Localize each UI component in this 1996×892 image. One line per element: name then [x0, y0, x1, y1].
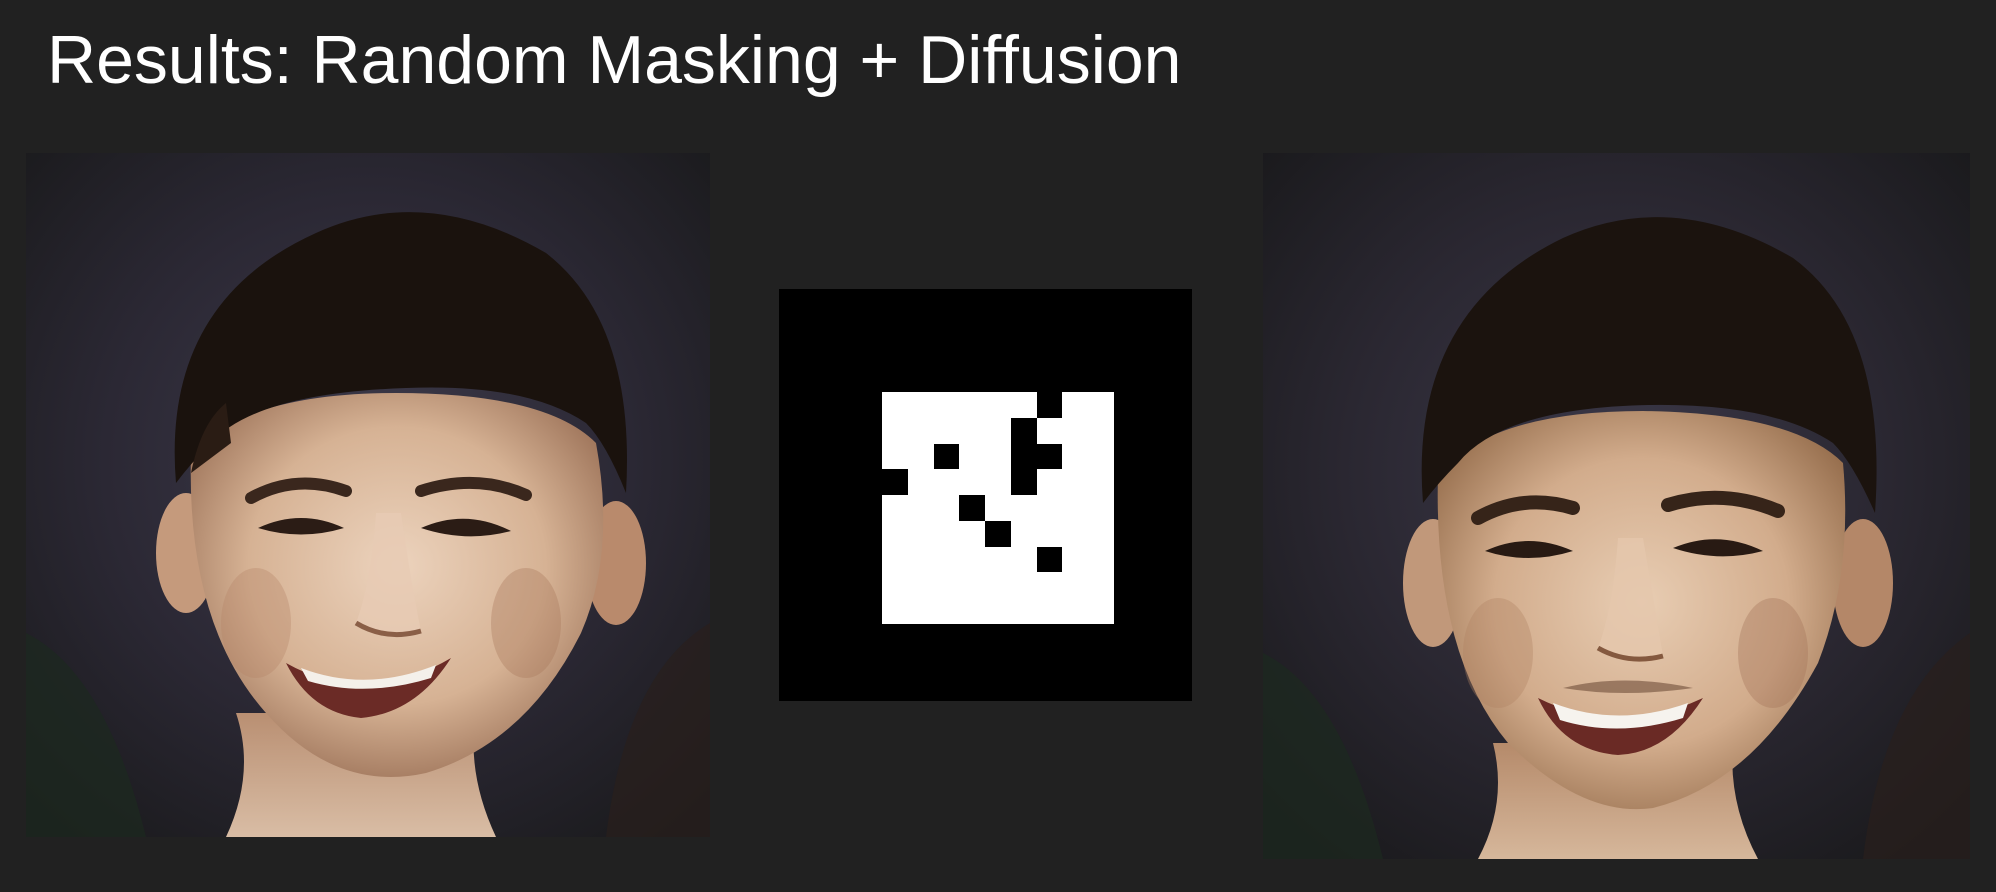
visible-patch	[933, 520, 960, 548]
visible-patch	[933, 598, 960, 625]
visible-patch	[1088, 417, 1115, 445]
visible-patch	[985, 546, 1012, 573]
visible-patch	[959, 572, 986, 599]
visible-patch	[882, 598, 909, 625]
visible-patch	[985, 469, 1012, 496]
visible-patch	[907, 520, 935, 548]
visible-patch	[985, 598, 1012, 625]
masked-patch	[882, 469, 909, 496]
visible-patch	[985, 495, 1012, 522]
visible-patch	[1036, 469, 1063, 496]
visible-patch	[1088, 546, 1115, 573]
visible-patch	[1010, 495, 1038, 522]
visible-patch	[933, 417, 960, 445]
visible-patch	[985, 572, 1012, 599]
visible-patch	[933, 546, 960, 573]
reconstructed-face-image	[1263, 153, 1970, 859]
visible-patch	[959, 392, 986, 419]
visible-patch	[1088, 443, 1115, 470]
visible-patch	[959, 598, 986, 625]
visible-patch	[933, 392, 960, 419]
visible-patch	[882, 572, 909, 599]
visible-patch	[882, 392, 909, 419]
visible-patch	[907, 443, 935, 470]
visible-patch	[1036, 572, 1063, 599]
visible-patch	[1062, 392, 1089, 419]
visible-patch	[933, 495, 960, 522]
visible-patch	[959, 443, 986, 470]
visible-patch	[1010, 520, 1038, 548]
visible-patch	[959, 417, 986, 445]
visible-patch	[1062, 546, 1089, 573]
visible-patch	[882, 443, 909, 470]
visible-patch	[907, 598, 935, 625]
visible-patch	[907, 417, 935, 445]
masked-patch	[1010, 469, 1038, 496]
masked-patch	[1036, 546, 1063, 573]
visible-patch	[933, 469, 960, 496]
visible-patch	[959, 520, 986, 548]
visible-patch	[1088, 572, 1115, 599]
visible-patch	[1010, 392, 1038, 419]
visible-patch	[1062, 598, 1089, 625]
visible-patch	[1062, 572, 1089, 599]
visible-patch	[1036, 598, 1063, 625]
visible-patch	[1062, 495, 1089, 522]
random-patch-mask	[882, 392, 1115, 625]
visible-patch	[959, 469, 986, 496]
reconstructed-face-illustration	[1263, 153, 1970, 859]
visible-patch	[1010, 546, 1038, 573]
visible-patch	[933, 572, 960, 599]
masked-patch	[1010, 443, 1038, 470]
visible-patch	[1062, 469, 1089, 496]
masked-patch	[985, 520, 1012, 548]
slide-title: Results: Random Masking + Diffusion	[47, 22, 1182, 98]
visible-patch	[1036, 417, 1063, 445]
visible-patch	[882, 495, 909, 522]
visible-patch	[907, 495, 935, 522]
visible-patch	[882, 546, 909, 573]
visible-patch	[882, 417, 909, 445]
masked-patch	[1036, 392, 1063, 419]
visible-patch	[985, 443, 1012, 470]
visible-patch	[907, 392, 935, 419]
visible-patch	[1062, 520, 1089, 548]
visible-patch	[1088, 495, 1115, 522]
visible-patch	[1062, 417, 1089, 445]
visible-patch	[1010, 572, 1038, 599]
masked-patch	[1010, 417, 1038, 445]
visible-patch	[959, 546, 986, 573]
visible-patch	[985, 392, 1012, 419]
visible-patch	[1036, 495, 1063, 522]
visible-patch	[1088, 469, 1115, 496]
original-face-illustration	[26, 153, 710, 837]
visible-patch	[1088, 520, 1115, 548]
visible-patch	[1088, 392, 1115, 419]
original-face-image	[26, 153, 710, 837]
visible-patch	[1062, 443, 1089, 470]
visible-patch	[1010, 598, 1038, 625]
visible-patch	[907, 572, 935, 599]
visible-patch	[907, 546, 935, 573]
visible-patch	[907, 469, 935, 496]
visible-patch	[882, 520, 909, 548]
visible-patch	[985, 417, 1012, 445]
visible-patch	[1036, 520, 1063, 548]
masked-patch	[959, 495, 986, 522]
mask-panel	[779, 289, 1192, 701]
visible-patch	[1088, 598, 1115, 625]
masked-patch	[1036, 443, 1063, 470]
masked-patch	[933, 443, 960, 470]
